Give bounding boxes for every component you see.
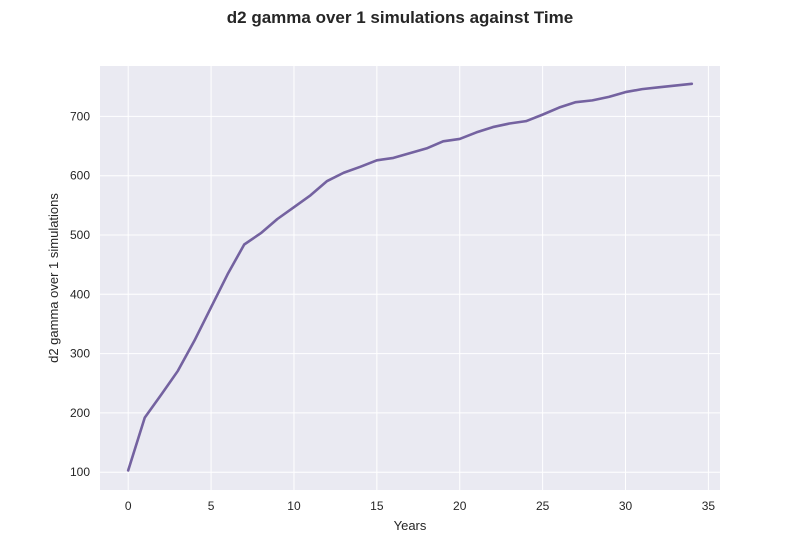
x-tick-label: 15	[370, 499, 384, 513]
x-tick-label: 35	[702, 499, 716, 513]
y-tick-label: 200	[70, 406, 90, 420]
chart-title: d2 gamma over 1 simulations against Time	[226, 8, 574, 27]
x-axis-label: Years	[394, 518, 427, 533]
y-axis-label: d2 gamma over 1 simulations	[46, 193, 61, 363]
x-tick-labels: 0 5 10 15 20 25 30 35	[125, 499, 716, 513]
x-tick-label: 5	[208, 499, 215, 513]
x-tick-label: 30	[619, 499, 633, 513]
y-tick-label: 700	[70, 109, 90, 123]
x-tick-label: 20	[453, 499, 467, 513]
series-line	[126, 82, 694, 472]
y-tick-labels: 100 200 300 400 500 600 700	[70, 109, 90, 479]
x-tick-label: 25	[536, 499, 550, 513]
y-tick-label: 300	[70, 347, 90, 361]
y-tick-label: 600	[70, 169, 90, 183]
x-tick-label: 0	[125, 499, 132, 513]
plot-area	[100, 66, 720, 490]
grid-lines	[100, 66, 720, 490]
x-tick-label: 10	[287, 499, 301, 513]
y-tick-label: 500	[70, 228, 90, 242]
y-tick-label: 400	[70, 287, 90, 301]
y-tick-label: 100	[70, 465, 90, 479]
series-layer	[126, 82, 694, 472]
